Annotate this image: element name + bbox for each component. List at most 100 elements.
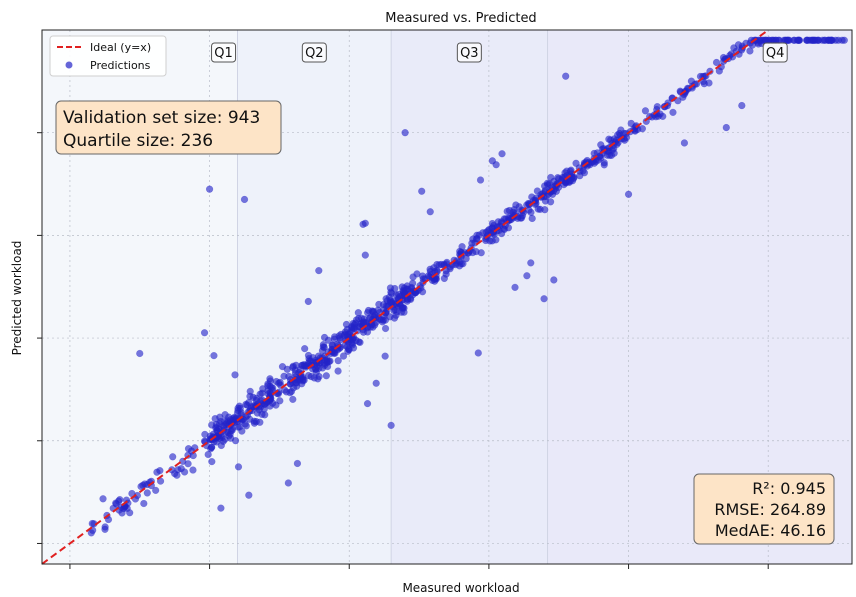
prediction-point [266, 389, 274, 397]
prediction-point [606, 151, 614, 160]
dataset-info-background [55, 100, 282, 155]
prediction-point [477, 249, 485, 257]
prediction-point [348, 324, 356, 332]
quartile-size-text: Quartile size: 236 [63, 131, 213, 151]
prediction-point [88, 519, 96, 528]
prediction-point [492, 236, 500, 244]
prediction-point [275, 379, 283, 387]
quartile-label-box [301, 42, 327, 63]
prediction-point [362, 319, 371, 328]
prediction-point [140, 499, 148, 508]
prediction-point [312, 365, 320, 373]
prediction-point [381, 324, 390, 333]
prediction-point [409, 273, 417, 281]
prediction-point [504, 224, 513, 232]
prediction-point [687, 77, 696, 85]
prediction-point [814, 36, 822, 44]
prediction-point [567, 166, 575, 174]
prediction-point [171, 469, 179, 478]
prediction-point [330, 335, 339, 343]
prediction-point [340, 331, 349, 339]
prediction-point [419, 275, 427, 283]
prediction-point [795, 36, 804, 44]
prediction-point [523, 272, 531, 280]
prediction-point [426, 265, 434, 273]
prediction-point [498, 150, 506, 158]
prediction-point [442, 270, 450, 278]
prediction-point [249, 393, 257, 401]
prediction-point [256, 390, 264, 398]
prediction-point [505, 206, 514, 215]
prediction-point [216, 413, 224, 421]
prediction-point [293, 379, 301, 387]
prediction-point [208, 421, 216, 429]
prediction-point [301, 345, 309, 353]
prediction-point [377, 315, 385, 324]
prediction-point [217, 504, 225, 512]
prediction-point [264, 382, 272, 390]
legend: Ideal (y=x) Predictions [49, 35, 167, 77]
prediction-point [834, 36, 842, 44]
prediction-point [669, 108, 677, 117]
quartile-label-box [762, 42, 788, 63]
prediction-point [315, 372, 323, 381]
validation-size-text: Validation set size: 943 [63, 108, 260, 128]
prediction-point [383, 297, 391, 305]
prediction-point [205, 185, 214, 193]
prediction-point [446, 265, 454, 273]
prediction-point [309, 354, 317, 362]
x-axis-label: Measured workload [402, 581, 519, 595]
prediction-point [540, 295, 548, 303]
prediction-point [400, 289, 408, 297]
prediction-point [292, 361, 300, 369]
legend-ideal-label: Ideal (y=x) [90, 41, 151, 54]
prediction-point [258, 410, 266, 419]
quartile-label-q4: Q4 [766, 46, 785, 61]
prediction-point [225, 432, 233, 440]
prediction-point [204, 450, 212, 459]
prediction-point [550, 276, 558, 284]
prediction-point [568, 177, 577, 185]
prediction-point [126, 509, 134, 517]
prediction-point [607, 136, 615, 144]
prediction-point [323, 359, 331, 367]
prediction-point [712, 58, 721, 67]
prediction-point [276, 397, 284, 405]
prediction-point [390, 306, 398, 315]
dataset-info-box: Validation set size: 943 Quartile size: … [55, 100, 282, 155]
prediction-point [236, 404, 244, 412]
prediction-point [322, 372, 330, 380]
prediction-point [210, 351, 218, 360]
prediction-point [547, 173, 555, 182]
prediction-point [200, 329, 209, 337]
prediction-point [246, 387, 254, 396]
prediction-point [527, 259, 535, 267]
prediction-point [120, 504, 128, 513]
medae-text: MedAE: 46.16 [715, 521, 826, 540]
prediction-point [334, 357, 342, 365]
prediction-point [304, 297, 312, 306]
metrics-background [693, 473, 835, 545]
prediction-point [339, 352, 348, 360]
prediction-point [282, 388, 291, 396]
prediction-point [458, 243, 466, 251]
quartile-label-box [211, 42, 237, 63]
prediction-point [152, 486, 160, 495]
quartile-band-q3 [391, 30, 548, 564]
prediction-point [156, 467, 164, 475]
prediction-point [208, 443, 216, 451]
prediction-point [474, 349, 482, 357]
prediction-point [641, 107, 650, 115]
quartile-label-q3: Q3 [460, 46, 479, 61]
prediction-point [473, 231, 481, 239]
prediction-point [137, 482, 145, 491]
prediction-point [136, 349, 144, 358]
prediction-point [242, 422, 250, 430]
prediction-point [245, 491, 253, 499]
quartile-label-q1: Q1 [214, 46, 233, 61]
prediction-point [387, 421, 395, 430]
prediction-point [355, 338, 363, 346]
prediction-point [546, 198, 555, 206]
prediction-point [680, 139, 689, 147]
